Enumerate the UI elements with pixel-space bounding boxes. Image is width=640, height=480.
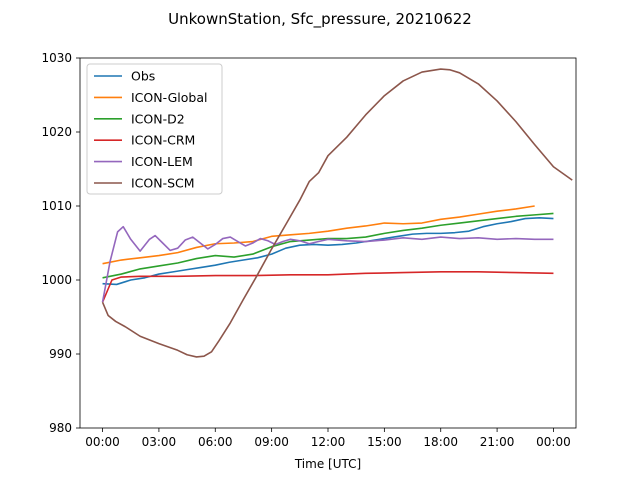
legend-label: ICON-Global (131, 90, 207, 105)
legend-box (86, 63, 223, 195)
x-axis: 00:00 03:00 06:00 09:00 12:00 15:00 18:00 21:00… (85, 428, 571, 449)
legend-label: ICON-SCM (131, 176, 195, 191)
x-tick-label: 00:00 (85, 435, 120, 449)
y-tick-label: 1020 (41, 125, 72, 139)
y-tick-label: 980 (49, 421, 72, 435)
x-tick-label: 12:00 (311, 435, 346, 449)
y-tick-label: 990 (49, 347, 72, 361)
series-line-icon-scm (101, 68, 573, 358)
y-axis: 980 990 1000 1010 1020 1030 (41, 51, 80, 435)
x-axis-label: Time [UTC] (294, 457, 361, 471)
x-tick-label: 03:00 (142, 435, 177, 449)
x-tick-label: 00:00 (536, 435, 571, 449)
x-tick-label: 21:00 (480, 435, 515, 449)
legend-label: ICON-CRM (131, 133, 195, 148)
legend-label: ICON-LEM (131, 154, 193, 169)
y-tick-label: 1000 (41, 273, 72, 287)
legend: Obs ICON-Global ICON-D2 ICON-CRM ICON-LEM ICO… (86, 63, 223, 195)
series-line-icon-crm (101, 271, 554, 303)
chart-title: UnkownStation, Sfc_pressure, 20210622 (168, 10, 472, 29)
series-line-icon-global (102, 205, 535, 265)
legend-label: ICON-D2 (131, 111, 185, 126)
series-line-icon-lem (101, 225, 554, 303)
legend-label: Obs (131, 69, 155, 84)
y-tick-label: 1010 (41, 199, 72, 213)
x-tick-label: 18:00 (423, 435, 458, 449)
x-tick-label: 09:00 (254, 435, 289, 449)
series-line-obs (102, 217, 554, 286)
x-tick-label: 15:00 (367, 435, 402, 449)
series-layer (101, 68, 573, 358)
x-tick-label: 06:00 (198, 435, 233, 449)
y-tick-label: 1030 (41, 51, 72, 65)
